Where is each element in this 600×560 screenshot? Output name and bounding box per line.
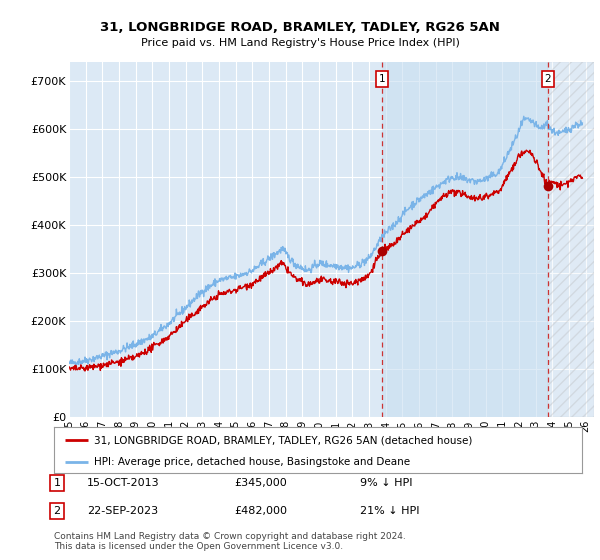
- Text: £345,000: £345,000: [234, 478, 287, 488]
- Text: Contains HM Land Registry data © Crown copyright and database right 2024.
This d: Contains HM Land Registry data © Crown c…: [54, 532, 406, 552]
- Bar: [382, 62, 548, 417]
- Text: £482,000: £482,000: [234, 506, 287, 516]
- Text: 31, LONGBRIDGE ROAD, BRAMLEY, TADLEY, RG26 5AN (detached house): 31, LONGBRIDGE ROAD, BRAMLEY, TADLEY, RG…: [94, 435, 472, 445]
- Bar: [548, 62, 594, 417]
- Text: 31, LONGBRIDGE ROAD, BRAMLEY, TADLEY, RG26 5AN: 31, LONGBRIDGE ROAD, BRAMLEY, TADLEY, RG…: [100, 21, 500, 34]
- Text: 2: 2: [544, 74, 551, 84]
- Text: 1: 1: [53, 478, 61, 488]
- Bar: [548, 62, 594, 417]
- Text: Price paid vs. HM Land Registry's House Price Index (HPI): Price paid vs. HM Land Registry's House …: [140, 38, 460, 48]
- Text: 21% ↓ HPI: 21% ↓ HPI: [360, 506, 419, 516]
- Text: 22-SEP-2023: 22-SEP-2023: [87, 506, 158, 516]
- Text: 9% ↓ HPI: 9% ↓ HPI: [360, 478, 413, 488]
- Text: 1: 1: [379, 74, 385, 84]
- Text: 2: 2: [53, 506, 61, 516]
- Text: HPI: Average price, detached house, Basingstoke and Deane: HPI: Average price, detached house, Basi…: [94, 457, 410, 466]
- Text: 15-OCT-2013: 15-OCT-2013: [87, 478, 160, 488]
